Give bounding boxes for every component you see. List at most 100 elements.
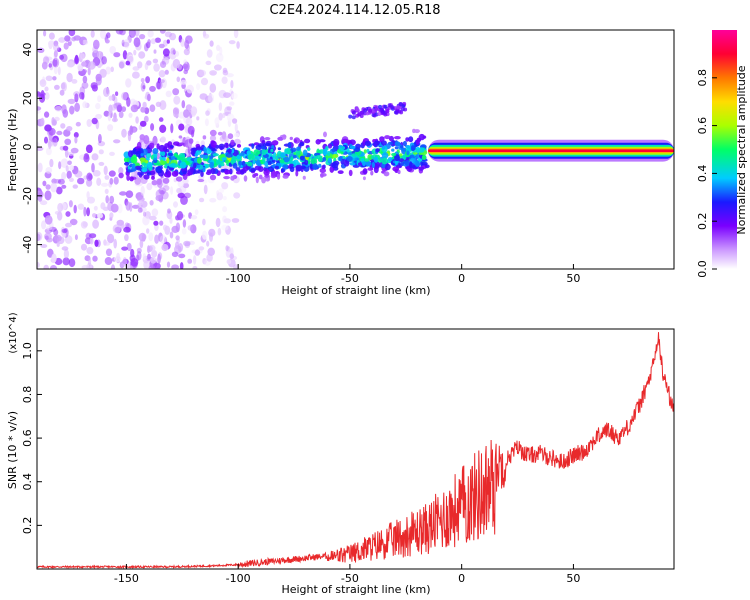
snr-x-ticks: -150 -100 -50 0 50 xyxy=(114,564,580,585)
heat-cell xyxy=(257,166,264,172)
heat-cell xyxy=(373,142,378,148)
heat-cell xyxy=(205,171,212,176)
heat-cell xyxy=(178,135,183,139)
heat-cell xyxy=(209,135,217,142)
heat-cell xyxy=(218,102,223,111)
heat-cell xyxy=(45,147,52,156)
heat-cell xyxy=(92,255,98,262)
heat-cell xyxy=(230,175,235,181)
heat-cell xyxy=(221,224,229,231)
heat-cell xyxy=(176,211,184,221)
heat-cell xyxy=(380,107,384,112)
heat-region-signal-band xyxy=(123,128,430,186)
heat-cell xyxy=(142,85,146,90)
heat-cell xyxy=(105,195,109,204)
heat-cell xyxy=(162,177,170,184)
colorbar-tick-label: 0.0 xyxy=(696,260,709,278)
heat-cell xyxy=(397,169,401,175)
heat-cell xyxy=(209,83,217,93)
heat-cell xyxy=(158,43,165,49)
heat-cell xyxy=(383,171,390,177)
heat-cell xyxy=(56,130,63,136)
snr-x-tick-label: -50 xyxy=(341,572,359,585)
heat-cell xyxy=(187,258,193,264)
heat-cell xyxy=(408,136,414,143)
heat-cell xyxy=(80,221,88,229)
heat-cell xyxy=(37,262,40,268)
heat-cell xyxy=(95,102,101,110)
heat-cell xyxy=(132,127,137,133)
heat-cell xyxy=(108,170,116,177)
heat-cell xyxy=(130,258,139,267)
heat-cell xyxy=(74,234,78,241)
heat-cell xyxy=(125,60,131,66)
heat-cell xyxy=(127,55,134,63)
heat-cell xyxy=(203,33,210,39)
heat-cell xyxy=(63,249,69,259)
heat-cell xyxy=(61,184,67,189)
heat-cell xyxy=(65,165,69,172)
heat-cell xyxy=(340,151,344,155)
spectrogram-y-tick-label: 20 xyxy=(21,91,34,105)
heat-cell xyxy=(388,141,393,145)
heat-cell xyxy=(82,101,88,109)
heat-cell xyxy=(142,148,148,156)
heat-cell xyxy=(146,60,152,66)
page-title: C2E4.2024.114.12.05.R18 xyxy=(269,3,440,18)
heat-cell xyxy=(351,115,356,120)
heat-cell xyxy=(290,156,294,161)
heat-cell xyxy=(51,253,57,263)
heat-cell xyxy=(378,104,383,109)
heat-cell xyxy=(190,224,197,234)
heat-cell xyxy=(37,142,40,147)
heat-cell xyxy=(73,204,77,214)
heat-cell xyxy=(387,103,392,108)
colorbar-tick-label: 0.8 xyxy=(696,69,709,87)
heat-cell xyxy=(131,163,136,169)
heat-cell xyxy=(398,102,403,107)
heat-cell xyxy=(145,76,151,84)
heat-cell xyxy=(153,220,159,226)
heat-cell xyxy=(182,170,187,175)
heat-cell xyxy=(171,170,179,177)
heat-cell xyxy=(338,156,343,162)
heat-cell xyxy=(167,152,174,157)
heat-cell xyxy=(260,145,266,150)
heat-cell xyxy=(160,159,165,166)
heat-cell xyxy=(54,234,62,242)
heat-cell xyxy=(246,161,253,167)
heat-cell xyxy=(282,156,290,163)
heat-cell xyxy=(37,233,41,242)
heat-cell xyxy=(183,48,190,56)
heat-cell xyxy=(327,157,332,163)
heat-cell xyxy=(394,141,401,147)
heat-cell xyxy=(384,135,391,140)
heat-cell xyxy=(103,165,108,176)
snr-y-tick-label: 0.6 xyxy=(21,429,34,447)
heat-cell xyxy=(119,191,127,196)
heat-cell xyxy=(219,145,224,151)
heat-cell xyxy=(48,226,57,232)
heat-cell xyxy=(355,143,361,149)
heat-cell xyxy=(255,159,261,166)
heat-cell xyxy=(409,161,413,169)
heat-cell xyxy=(72,184,79,189)
heat-cell xyxy=(152,135,158,146)
colorbar-tick-label: 0.2 xyxy=(696,212,709,230)
heat-cell xyxy=(159,100,167,111)
heat-cell xyxy=(89,236,94,245)
heat-cell xyxy=(41,220,47,230)
heat-cell xyxy=(332,141,340,147)
heat-cell xyxy=(197,178,205,183)
heat-cell xyxy=(74,56,80,65)
heat-cell xyxy=(380,140,387,146)
heat-cell xyxy=(134,30,140,37)
heat-cell xyxy=(101,56,107,65)
heat-cell xyxy=(59,54,64,60)
heat-cell xyxy=(162,185,170,192)
heat-cell xyxy=(132,71,140,79)
heat-cell xyxy=(182,178,189,184)
heat-cell xyxy=(295,170,299,177)
heat-cell xyxy=(418,147,425,153)
heat-cell xyxy=(147,253,151,260)
